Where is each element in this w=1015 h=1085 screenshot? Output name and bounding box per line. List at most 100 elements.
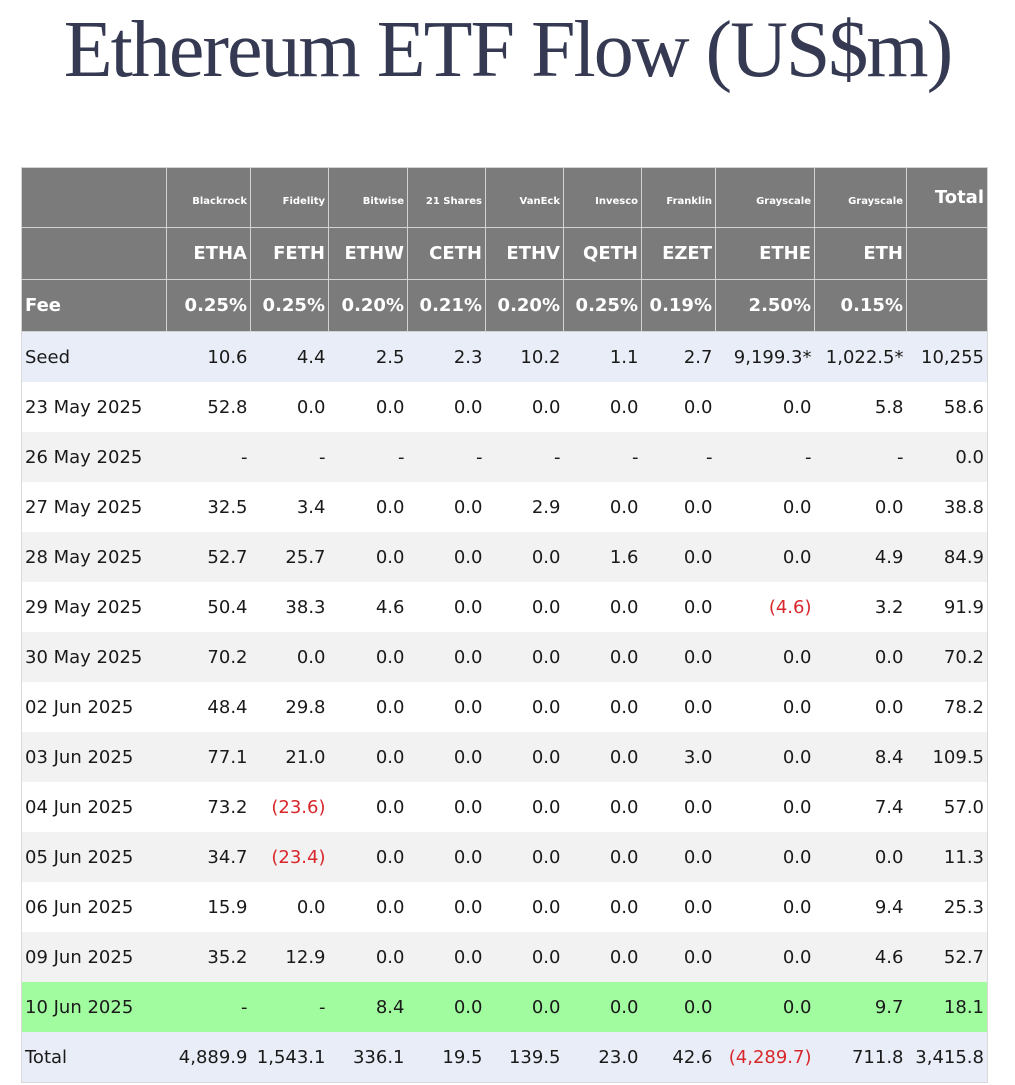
table-row: 27 May 2025 32.5 3.4 0.0 0.0 2.9 0.0 0.0 0.0 0.0 3… [21, 482, 988, 532]
ticker-header: ETHE [715, 227, 815, 280]
flow-cell: 336.1 [328, 1032, 408, 1083]
ticker-header: QETH [563, 227, 642, 280]
row-total-cell: 78.2 [906, 682, 988, 732]
flow-cell: 0.0 [485, 382, 564, 432]
fee-value: 0.20% [328, 279, 408, 332]
table-row: 09 Jun 2025 35.2 12.9 0.0 0.0 0.0 0.0 0.0 0.0 4.6… [21, 932, 988, 982]
flow-cell: (23.6) [250, 782, 329, 832]
flow-cell: 0.0 [715, 482, 815, 532]
fee-value: 0.25% [250, 279, 329, 332]
flow-cell: 0.0 [715, 632, 815, 682]
flow-cell: 0.0 [407, 732, 486, 782]
flow-cell: 34.7 [166, 832, 251, 882]
provider-header: Bitwise [328, 167, 408, 228]
seed-row: Seed 10.6 4.4 2.5 2.3 10.2 1.1 2.7 9,199.3* 1,022… [21, 331, 988, 382]
fee-header-blank [906, 279, 988, 332]
flow-cell: 12.9 [250, 932, 329, 982]
table-row: 26 May 2025- - - - - - - - -0.0 [21, 432, 988, 482]
flow-cell: 32.5 [166, 482, 251, 532]
row-total-cell: 10,255 [906, 331, 988, 382]
flow-cell: 0.0 [328, 532, 408, 582]
flow-cell: - [814, 432, 907, 482]
row-label: 02 Jun 2025 [21, 682, 167, 732]
table-row: 23 May 2025 52.8 0.0 0.0 0.0 0.0 0.0 0.0 0.0 5.8 5… [21, 382, 988, 432]
flow-cell: 0.0 [715, 832, 815, 882]
row-label: 03 Jun 2025 [21, 732, 167, 782]
flow-cell: 0.0 [407, 882, 486, 932]
flow-cell: 4,889.9 [166, 1032, 251, 1083]
ticker-header: FETH [250, 227, 329, 280]
flow-cell: 0.0 [715, 932, 815, 982]
flow-cell: 0.0 [407, 582, 486, 632]
row-total-cell: 57.0 [906, 782, 988, 832]
flow-cell: 0.0 [485, 982, 564, 1032]
flow-cell: 0.0 [407, 382, 486, 432]
flow-cell: 0.0 [563, 632, 642, 682]
fee-value: 0.15% [814, 279, 907, 332]
row-total-cell: 109.5 [906, 732, 988, 782]
flow-cell: 38.3 [250, 582, 329, 632]
flow-cell: 0.0 [641, 932, 716, 982]
flow-cell: 52.7 [166, 532, 251, 582]
flow-cell: 0.0 [814, 832, 907, 882]
flow-cell: 0.0 [715, 382, 815, 432]
flow-cell: 0.0 [715, 782, 815, 832]
flow-cell: 10.2 [485, 331, 564, 382]
flow-cell: 0.0 [485, 582, 564, 632]
flow-cell: 0.0 [328, 482, 408, 532]
flow-cell: 73.2 [166, 782, 251, 832]
total-row: Total 4,889.9 1,543.1 336.1 19.5 139.5 23.0 42.… [21, 1032, 988, 1083]
flow-cell: 139.5 [485, 1032, 564, 1083]
flow-cell: - [715, 432, 815, 482]
flow-cell: - [328, 432, 408, 482]
flow-cell: 0.0 [328, 732, 408, 782]
row-total-cell: 25.3 [906, 882, 988, 932]
flow-cell: - [641, 432, 716, 482]
flow-cell: 0.0 [407, 532, 486, 582]
flow-cell: 21.0 [250, 732, 329, 782]
flow-cell: 0.0 [715, 682, 815, 732]
flow-cell: 0.0 [328, 932, 408, 982]
flow-cell: 0.0 [407, 982, 486, 1032]
provider-header: Fidelity [250, 167, 329, 228]
row-total-cell: 91.9 [906, 582, 988, 632]
flow-cell: 52.8 [166, 382, 251, 432]
flow-cell: 0.0 [485, 682, 564, 732]
flow-cell: 0.0 [485, 632, 564, 682]
flow-cell: 0.0 [407, 482, 486, 532]
flow-cell: - [485, 432, 564, 482]
flow-cell: 1.6 [563, 532, 642, 582]
flow-table-body: Seed 10.6 4.4 2.5 2.3 10.2 1.1 2.7 9,199.3* 1,022… [21, 331, 988, 1083]
flow-cell: 77.1 [166, 732, 251, 782]
flow-cell: - [166, 982, 251, 1032]
flow-cell: 0.0 [715, 882, 815, 932]
flow-cell: 1,022.5* [814, 331, 907, 382]
row-total-cell: 18.1 [906, 982, 988, 1032]
flow-cell: 0.0 [814, 482, 907, 532]
flow-cell: - [250, 982, 329, 1032]
flow-cell: 48.4 [166, 682, 251, 732]
flow-cell: 8.4 [814, 732, 907, 782]
row-total-cell: 70.2 [906, 632, 988, 682]
flow-cell: 0.0 [250, 882, 329, 932]
flow-cell: 4.6 [328, 582, 408, 632]
flow-cell: (4.6) [715, 582, 815, 632]
provider-header-blank [21, 167, 167, 228]
flow-cell: 0.0 [814, 632, 907, 682]
flow-cell: 0.0 [563, 932, 642, 982]
flow-cell: 0.0 [641, 382, 716, 432]
flow-cell: 8.4 [328, 982, 408, 1032]
ticker-header: ETHW [328, 227, 408, 280]
flow-cell: 0.0 [641, 882, 716, 932]
flow-cell: 10.6 [166, 331, 251, 382]
row-label: 04 Jun 2025 [21, 782, 167, 832]
flow-cell: 0.0 [641, 632, 716, 682]
page-title: Ethereum ETF Flow (US$m) [63, 6, 953, 94]
flow-cell: 42.6 [641, 1032, 716, 1083]
fee-value: 0.25% [563, 279, 642, 332]
ticker-header-blank [21, 227, 167, 280]
flow-cell: 9.7 [814, 982, 907, 1032]
flow-cell: 50.4 [166, 582, 251, 632]
flow-cell: 3.2 [814, 582, 907, 632]
row-label: 26 May 2025 [21, 432, 167, 482]
